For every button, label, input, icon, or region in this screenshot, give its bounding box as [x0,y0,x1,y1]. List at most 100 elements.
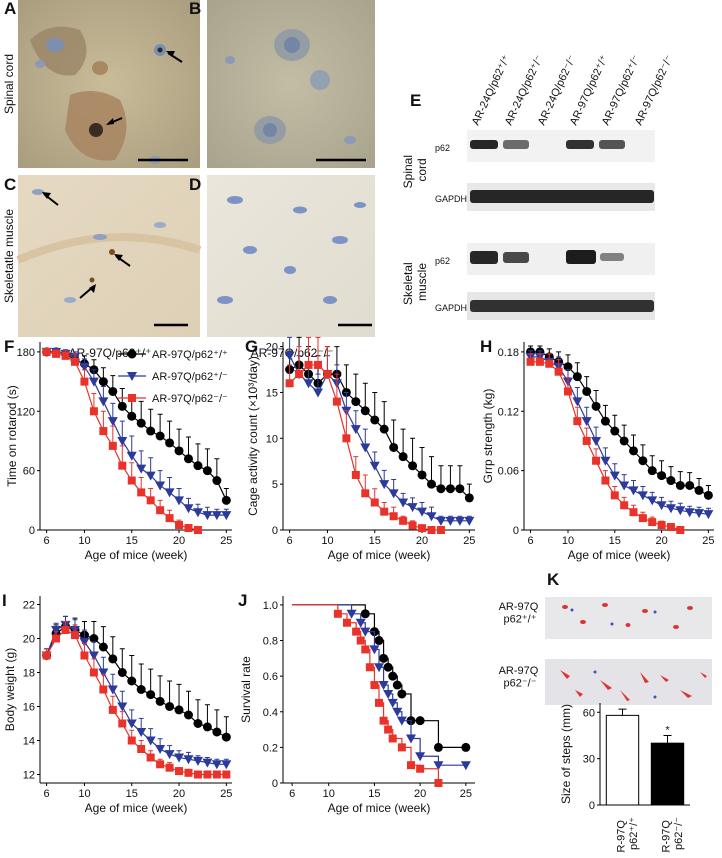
marker [61,351,70,360]
row-label: p62 [435,143,450,153]
marker [694,509,705,519]
marker [175,521,184,530]
marker [610,426,620,436]
x-axis-label: Age of mice (week) [328,548,431,562]
marker [51,626,62,635]
legend-marker [128,394,136,402]
marker [545,359,554,368]
x-tick-label: 15 [609,535,621,547]
marker [426,512,437,522]
marker [657,471,667,481]
error-bar [343,364,349,393]
x-tick-label: AR-97Q p62⁺/⁺ [616,817,641,853]
x-axis-label: Age of mice (week) [568,548,671,562]
marker [202,722,212,732]
y-tick-label: 0 [589,800,595,812]
marker [703,510,714,520]
marker [117,436,128,446]
marker [155,745,166,754]
marker [445,516,456,526]
marker [384,725,393,734]
marker [379,424,389,434]
marker [70,357,79,366]
marker [675,506,686,516]
marker [98,397,109,407]
marker [203,770,212,779]
y-axis-label: Grrp strength (kg) [481,389,495,484]
marker [99,685,108,694]
caption: AR-97Q/p62⁺/⁺ [69,346,152,360]
row-label: Skeletatle muscle [2,209,16,303]
marker [165,702,175,711]
error-bar [400,428,406,457]
panel-label: B [189,0,201,18]
legend-label: AR-97Q/p62⁺/⁺ [152,349,228,361]
marker [406,734,416,744]
marker [126,451,137,461]
marker [146,426,156,436]
marker [361,489,370,498]
y-axis-label: Cage activity count (×10³/day) [246,356,260,516]
marker [174,496,185,506]
error-bar [353,373,359,402]
x-tick-label: 20 [655,535,667,547]
y-tick-label: 12 [23,770,35,782]
x-axis-label: Age of mice (week) [85,801,188,815]
marker [460,761,471,771]
series-line [292,604,440,783]
x-tick-label: AR-97Q p62⁻/⁻ [661,817,686,853]
marker [388,671,398,681]
marker [193,526,202,534]
marker [387,698,398,708]
marker [222,770,231,779]
y-tick-label: 20 [266,342,278,354]
y-tick-label: 0.06 [498,466,519,478]
marker [356,636,365,645]
marker [127,476,136,485]
marker [211,511,222,521]
y-tick-label: 60 [23,466,35,478]
marker [164,750,175,760]
marker [665,504,676,514]
x-tick-label: 25 [220,788,232,800]
panel-label: A [4,0,16,18]
marker [628,486,639,496]
marker [88,377,99,387]
marker [629,508,638,517]
marker [117,401,127,411]
marker [174,753,185,763]
marker [175,767,184,776]
marker [572,372,582,382]
marker [155,696,165,706]
y-tick-label: 0 [272,525,278,537]
chart-panel: K 0 30 60 Size of steps (mm) AR-97Q p62⁺/⁺ AR-… [499,570,690,858]
x-tick-label: 10 [78,535,90,547]
marker [676,526,685,534]
legend-label: AR-97Q/p62⁺/⁻ [152,371,228,383]
x-tick-label: 6 [527,535,533,547]
error-bar [618,708,627,716]
marker [221,760,232,770]
x-tick-label: 25 [460,788,472,800]
y-tick-label: 0.2 [263,742,278,754]
marker [42,651,51,660]
y-tick-label: 30 [583,754,595,766]
marker [418,524,427,533]
panel-label: J [238,591,247,610]
y-tick-label: 20 [23,634,35,646]
marker [407,761,415,770]
marker [563,387,572,396]
marker [174,446,184,456]
marker [407,503,418,513]
marker [369,461,380,471]
marker [656,501,667,511]
x-tick-label: 25 [463,535,475,547]
marker [343,618,351,627]
marker [374,636,384,646]
marker [461,742,471,752]
marker [351,470,360,479]
row-label: p62 [435,256,450,266]
marker [108,386,118,396]
